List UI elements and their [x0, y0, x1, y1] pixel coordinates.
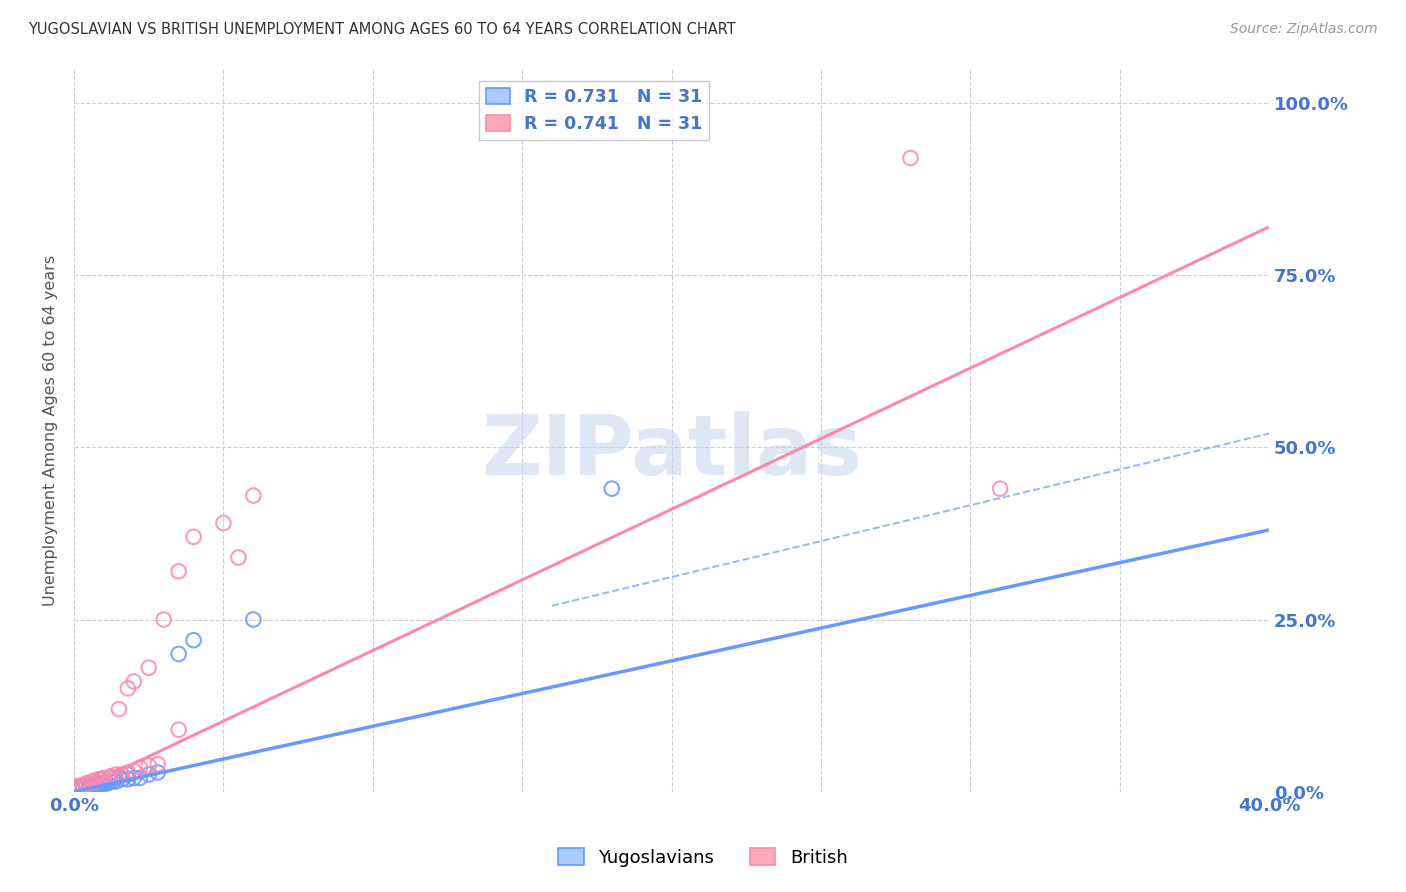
- Point: [72, 781, 94, 796]
- Point: [104, 774, 127, 789]
- Point: [111, 772, 134, 787]
- Point: [122, 674, 145, 689]
- Point: [152, 613, 174, 627]
- Y-axis label: Unemployment Among Ages 60 to 64 years: Unemployment Among Ages 60 to 64 years: [44, 254, 58, 606]
- Point: [90, 776, 112, 790]
- Point: [228, 550, 250, 565]
- Point: [101, 774, 124, 789]
- Point: [66, 781, 89, 796]
- Point: [122, 764, 145, 778]
- Point: [146, 757, 169, 772]
- Point: [77, 779, 100, 793]
- Point: [128, 771, 150, 785]
- Point: [128, 761, 150, 775]
- Point: [80, 774, 103, 789]
- Point: [87, 778, 110, 792]
- Point: [138, 661, 160, 675]
- Point: [167, 723, 190, 737]
- Point: [69, 781, 91, 796]
- Point: [84, 778, 107, 792]
- Point: [80, 779, 103, 793]
- Point: [96, 776, 118, 790]
- Point: [183, 530, 205, 544]
- Point: [93, 776, 115, 790]
- Point: [122, 771, 145, 785]
- Point: [75, 776, 97, 790]
- Text: ZIPatlas: ZIPatlas: [481, 411, 862, 492]
- Point: [98, 770, 121, 784]
- Point: [93, 771, 115, 785]
- Point: [117, 765, 139, 780]
- Point: [900, 151, 922, 165]
- Point: [77, 776, 100, 790]
- Point: [72, 778, 94, 792]
- Point: [104, 767, 127, 781]
- Point: [117, 767, 139, 781]
- Point: [212, 516, 235, 530]
- Point: [98, 774, 121, 789]
- Point: [108, 702, 131, 716]
- Point: [108, 770, 131, 784]
- Point: [167, 647, 190, 661]
- Legend: R = 0.731   N = 31, R = 0.741   N = 31: R = 0.731 N = 31, R = 0.741 N = 31: [478, 81, 709, 140]
- Point: [117, 772, 139, 787]
- Point: [69, 779, 91, 793]
- Point: [242, 489, 264, 503]
- Point: [77, 779, 100, 793]
- Point: [87, 772, 110, 787]
- Text: Source: ZipAtlas.com: Source: ZipAtlas.com: [1230, 22, 1378, 37]
- Point: [183, 633, 205, 648]
- Point: [87, 778, 110, 792]
- Point: [167, 564, 190, 578]
- Point: [138, 767, 160, 781]
- Point: [84, 778, 107, 792]
- Point: [98, 771, 121, 785]
- Point: [93, 776, 115, 790]
- Point: [117, 681, 139, 696]
- Point: [111, 767, 134, 781]
- Point: [600, 482, 623, 496]
- Point: [146, 765, 169, 780]
- Text: YUGOSLAVIAN VS BRITISH UNEMPLOYMENT AMONG AGES 60 TO 64 YEARS CORRELATION CHART: YUGOSLAVIAN VS BRITISH UNEMPLOYMENT AMON…: [28, 22, 735, 37]
- Point: [66, 779, 89, 793]
- Legend: Yugoslavians, British: Yugoslavians, British: [551, 841, 855, 874]
- Point: [90, 772, 112, 787]
- Point: [242, 613, 264, 627]
- Point: [84, 774, 107, 789]
- Point: [988, 482, 1011, 496]
- Point: [75, 779, 97, 793]
- Point: [138, 758, 160, 772]
